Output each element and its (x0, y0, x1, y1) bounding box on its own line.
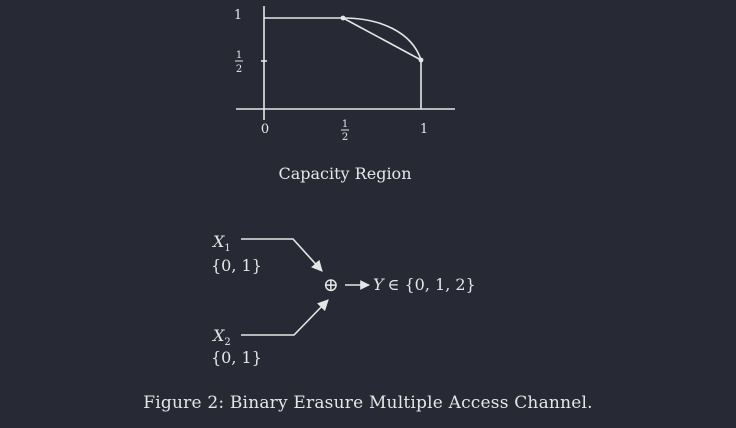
pentagon-face (342, 17, 422, 61)
adder-symbol: ⊕ (323, 274, 339, 296)
input-x2-label: X2 (211, 326, 231, 348)
capacity-region-title: Capacity Region (278, 164, 411, 183)
input-x2-arrow (241, 299, 329, 336)
corner-point-lower (418, 57, 424, 63)
mac-diagram: X1 {0, 1} X2 {0, 1} ⊕ Y ∈ {0, 1, 2} (211, 232, 476, 367)
figure-caption: Figure 2: Binary Erasure Multiple Access… (143, 393, 593, 413)
corner-point-upper (340, 15, 346, 21)
input-x1-arrow (241, 238, 323, 272)
x-tick-label-zero: 0 (261, 122, 269, 137)
x-tick-label-one: 1 (420, 122, 428, 137)
y-tick-label-one: 1 (234, 8, 242, 23)
y-tick-label-half-den: 2 (236, 64, 242, 75)
input-x1-label: X1 (211, 232, 231, 254)
input-x2-alphabet: {0, 1} (211, 348, 262, 367)
x-tick-label-half-den: 2 (342, 132, 348, 143)
input-x1-alphabet: {0, 1} (211, 256, 262, 275)
y-tick-label-half-num: 1 (236, 50, 242, 61)
capacity-plot: 1 1 2 0 1 2 1 Capacity Region (234, 6, 455, 183)
output-label: Y ∈ {0, 1, 2} (373, 275, 476, 294)
capacity-curve (342, 17, 422, 61)
x-tick-label-half-num: 1 (342, 119, 348, 130)
